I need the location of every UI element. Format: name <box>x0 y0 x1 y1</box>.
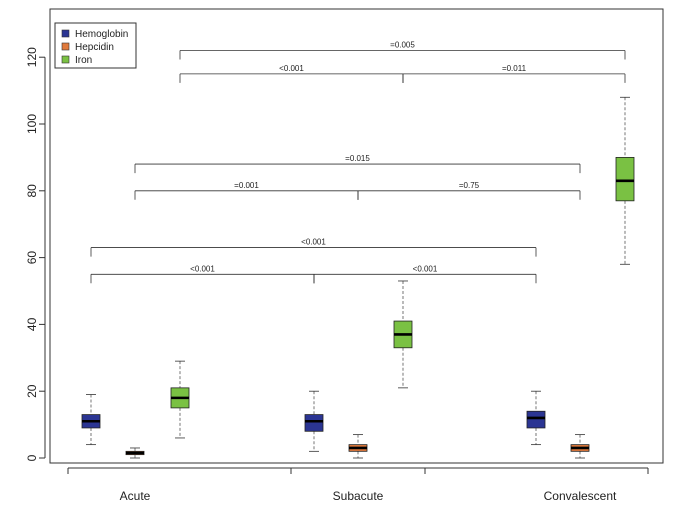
box-iron-convalescent <box>615 96 635 265</box>
box-iron-subacute <box>393 280 413 389</box>
box-hepcidin-acute <box>125 447 145 459</box>
p-value-label: <0.001 <box>279 64 304 73</box>
x-axis: Acute Subacute Convalescent <box>67 467 649 503</box>
bracket-2: =0.011 <box>402 64 626 83</box>
bracket-7: <0.001 <box>90 264 315 284</box>
bracket-1: <0.001 <box>179 64 404 83</box>
legend-label-hemoglobin: Hemoglobin <box>75 29 128 40</box>
p-value-label: <0.001 <box>190 264 215 273</box>
y-axis: 0 20 40 60 80 100 120 <box>25 47 46 461</box>
category-label-acute: Acute <box>120 489 151 503</box>
p-value-label: =0.001 <box>234 181 259 190</box>
y-tick-label-120: 120 <box>25 47 39 67</box>
y-tick-label-0: 0 <box>25 454 39 461</box>
p-value-label: <0.001 <box>301 238 326 247</box>
box-hemoglobin-subacute <box>304 390 324 452</box>
category-label-subacute: Subacute <box>333 489 384 503</box>
y-tick-label-100: 100 <box>25 114 39 134</box>
p-value-label: <0.001 <box>413 264 438 273</box>
y-tick-label-60: 60 <box>25 251 39 265</box>
legend-label-hepcidin: Hepcidin <box>75 42 114 53</box>
box-hemoglobin-acute <box>81 394 101 446</box>
bracket-3: =0.015 <box>134 154 581 174</box>
plot-frame <box>49 8 664 464</box>
category-label-convalescent: Convalescent <box>544 489 617 503</box>
box-hepcidin-convalescent <box>570 434 590 459</box>
legend-label-iron: Iron <box>75 55 92 66</box>
bracket-5: =0.75 <box>357 181 581 200</box>
y-tick-label-80: 80 <box>25 184 39 198</box>
bracket-4: =0.001 <box>134 181 359 200</box>
y-tick-label-20: 20 <box>25 384 39 398</box>
iqr-box <box>304 414 324 432</box>
bracket-6: <0.001 <box>90 238 537 257</box>
box-hemoglobin-convalescent <box>526 390 546 446</box>
p-value-label: =0.005 <box>390 41 415 50</box>
box-series <box>81 96 635 459</box>
p-value-label: =0.011 <box>502 64 527 73</box>
box-iron-acute <box>170 360 190 439</box>
legend: Hemoglobin Hepcidin Iron <box>54 22 137 69</box>
p-value-label: =0.75 <box>459 181 480 190</box>
bracket-8: <0.001 <box>313 264 537 284</box>
y-tick-label-40: 40 <box>25 317 39 331</box>
legend-swatch-iron <box>61 55 70 64</box>
box-hepcidin-subacute <box>348 434 368 459</box>
p-value-label: =0.015 <box>345 154 370 163</box>
legend-swatch-hemoglobin <box>61 29 70 38</box>
significance-brackets: =0.005 <0.001 =0.011 =0.015 =0.001 =0.75 <0.00… <box>90 41 626 284</box>
legend-swatch-hepcidin <box>61 42 70 51</box>
bracket-0: =0.005 <box>179 41 626 60</box>
iqr-box <box>526 410 546 429</box>
iqr-box <box>615 156 635 202</box>
